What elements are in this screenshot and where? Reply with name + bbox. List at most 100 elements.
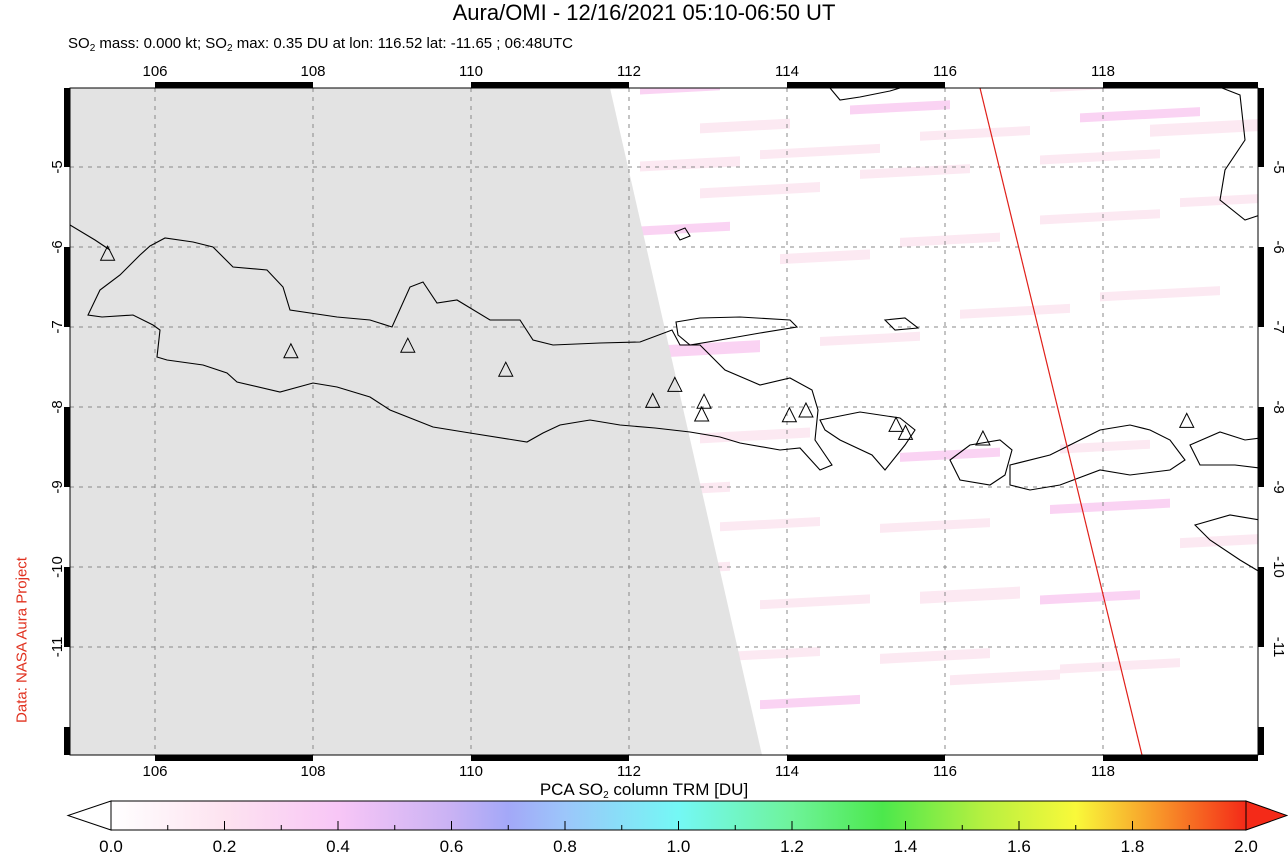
colorbar-over-arrow	[1245, 800, 1288, 831]
colorbar-tick-label: 1.2	[780, 837, 804, 855]
so2-pixel-stripe	[880, 518, 990, 533]
so2-pixel-stripe	[820, 331, 920, 347]
border-bar-right	[1258, 247, 1264, 327]
lat-tick-label-left: -10	[49, 556, 66, 578]
lat-tick-label-left: -11	[49, 637, 66, 658]
lon-tick-label-top: 106	[142, 63, 167, 80]
border-bar-left	[64, 727, 70, 755]
subtitle-subscript: 2	[89, 43, 96, 54]
so2-pixel-stripe	[1040, 590, 1140, 605]
coastline-sulawesi	[1219, 88, 1258, 221]
colorbar-tick-label: 0.4	[326, 837, 350, 855]
lon-tick-label-top: 114	[775, 63, 799, 80]
so2-pixel-stripe	[1150, 118, 1258, 137]
so2-pixel-stripe	[720, 517, 820, 532]
colorbar-title: PCA SO2 column TRM [DU]	[0, 780, 1288, 801]
so2-pixel-stripe	[640, 156, 740, 172]
border-bar-left	[64, 407, 70, 487]
so2-pixel-stripe	[850, 100, 950, 115]
lon-tick-label-top: 108	[300, 63, 325, 80]
axis-tick-labels: 106 106 108 108 110 110 112 112 114 114 116 116 118 1…	[49, 63, 1287, 780]
lon-tick-label-bottom: 116	[933, 763, 957, 780]
frame-border-bars	[64, 82, 1264, 761]
border-bar-right	[1258, 88, 1264, 167]
colorbar-tick-label: 1.8	[1121, 837, 1145, 855]
coastline-sumbawa	[1009, 424, 1186, 491]
lon-tick-label-bottom: 106	[142, 763, 167, 780]
volcano-markers	[99, 245, 1195, 446]
volcano-triangle-icon	[781, 406, 798, 423]
coastline-sumatra	[70, 224, 111, 251]
so2-pixel-stripe	[760, 143, 880, 160]
border-bar-left	[64, 88, 70, 167]
so2-pixel-stripe	[1050, 498, 1170, 514]
volcano-triangle-icon	[798, 401, 814, 418]
colorbar-title-text: column TRM [DU]	[608, 780, 749, 799]
so2-pixel-stripe	[860, 164, 970, 179]
map-subtitle: SO2 mass: 0.000 kt; SO2 max: 0.35 DU at …	[68, 35, 573, 54]
so2-pixel-stripe	[1180, 194, 1258, 208]
lon-tick-label-bottom: 118	[1091, 763, 1115, 780]
border-bar-right	[1258, 567, 1264, 647]
volcano-triangle-icon	[283, 342, 299, 359]
so2-pixel-stripe	[700, 182, 820, 199]
colorbar-tick-label: 1.0	[667, 837, 691, 855]
colorbar-tick-label: 0.0	[99, 837, 123, 855]
lat-tick-label-right: -11	[1270, 637, 1287, 658]
border-bar-right	[1258, 407, 1264, 487]
so2-pixel-stripe	[900, 232, 1000, 247]
colorbar-tick-label: 0.8	[553, 837, 577, 855]
volcano-triangle-icon	[897, 424, 914, 440]
colorbar: 0.0 0.2 0.4 0.6 0.8 1.0 1.2 1.4 1.6 1.8 2.0	[66, 800, 1288, 855]
lat-tick-label-right: -8	[1270, 400, 1287, 413]
lat-tick-label-right: -6	[1270, 240, 1287, 253]
border-bar-top	[471, 82, 629, 88]
no-data-region	[70, 88, 762, 755]
lon-tick-label-top: 118	[1091, 63, 1115, 80]
so2-pixel-stripe	[760, 694, 860, 710]
border-bar-bottom	[1103, 755, 1258, 761]
volcano-triangle-icon	[667, 376, 683, 392]
border-bar-bottom	[155, 755, 313, 761]
so2-pixel-stripe	[1040, 149, 1160, 165]
coastlines	[70, 88, 1258, 572]
colorbar-title-text: PCA SO	[539, 780, 604, 799]
volcano-triangle-icon	[696, 393, 712, 409]
so2-pixel-stripe	[640, 88, 720, 95]
subtitle-text: max: 0.35 DU at lon: 116.52 lat: -11.65 …	[232, 35, 573, 52]
colorbar-tick-label: 0.6	[440, 837, 464, 855]
so2-pixel-stripe	[900, 447, 1000, 462]
so2-pixel-stripe	[700, 118, 790, 134]
volcano-triangle-icon	[975, 429, 991, 446]
gridlines	[70, 88, 1258, 755]
so2-pixel-stripe	[1080, 107, 1200, 123]
subtitle-text: mass: 0.000 kt; SO	[95, 35, 227, 52]
so2-pixel-stripe	[1060, 439, 1150, 454]
border-bar-left	[64, 567, 70, 647]
lat-tick-label-left: -7	[49, 320, 66, 333]
coastline-bawean	[674, 227, 691, 241]
orbit-track-line	[979, 88, 1143, 755]
lat-tick-label-right: -10	[1270, 556, 1287, 578]
so2-pixel-stripe	[920, 586, 1020, 604]
border-bar-bottom	[787, 755, 945, 761]
border-bar-top	[787, 82, 945, 88]
so2-pixel-stripe	[960, 303, 1070, 319]
so2-pixel-stripe	[950, 669, 1060, 686]
volcano-triangle-icon	[99, 245, 116, 261]
border-bar-right	[1258, 727, 1264, 755]
border-bar-bottom	[471, 755, 629, 761]
colorbar-title-subscript: 2	[603, 790, 609, 801]
coastline-flores	[1189, 431, 1258, 469]
so2-pixel-stripe	[1040, 209, 1160, 225]
map-panel	[70, 88, 1258, 755]
subtitle-subscript: 2	[226, 43, 233, 54]
coastline-bali	[819, 411, 916, 471]
lon-tick-label-top: 110	[459, 63, 483, 80]
lon-tick-label-bottom: 112	[617, 763, 641, 780]
coastline-kangean	[883, 317, 920, 331]
colorbar-tick-label: 2.0	[1234, 837, 1258, 855]
lon-tick-label-bottom: 110	[459, 763, 483, 780]
lat-tick-label-left: -6	[49, 240, 66, 253]
lat-tick-label-right: -9	[1270, 480, 1287, 493]
